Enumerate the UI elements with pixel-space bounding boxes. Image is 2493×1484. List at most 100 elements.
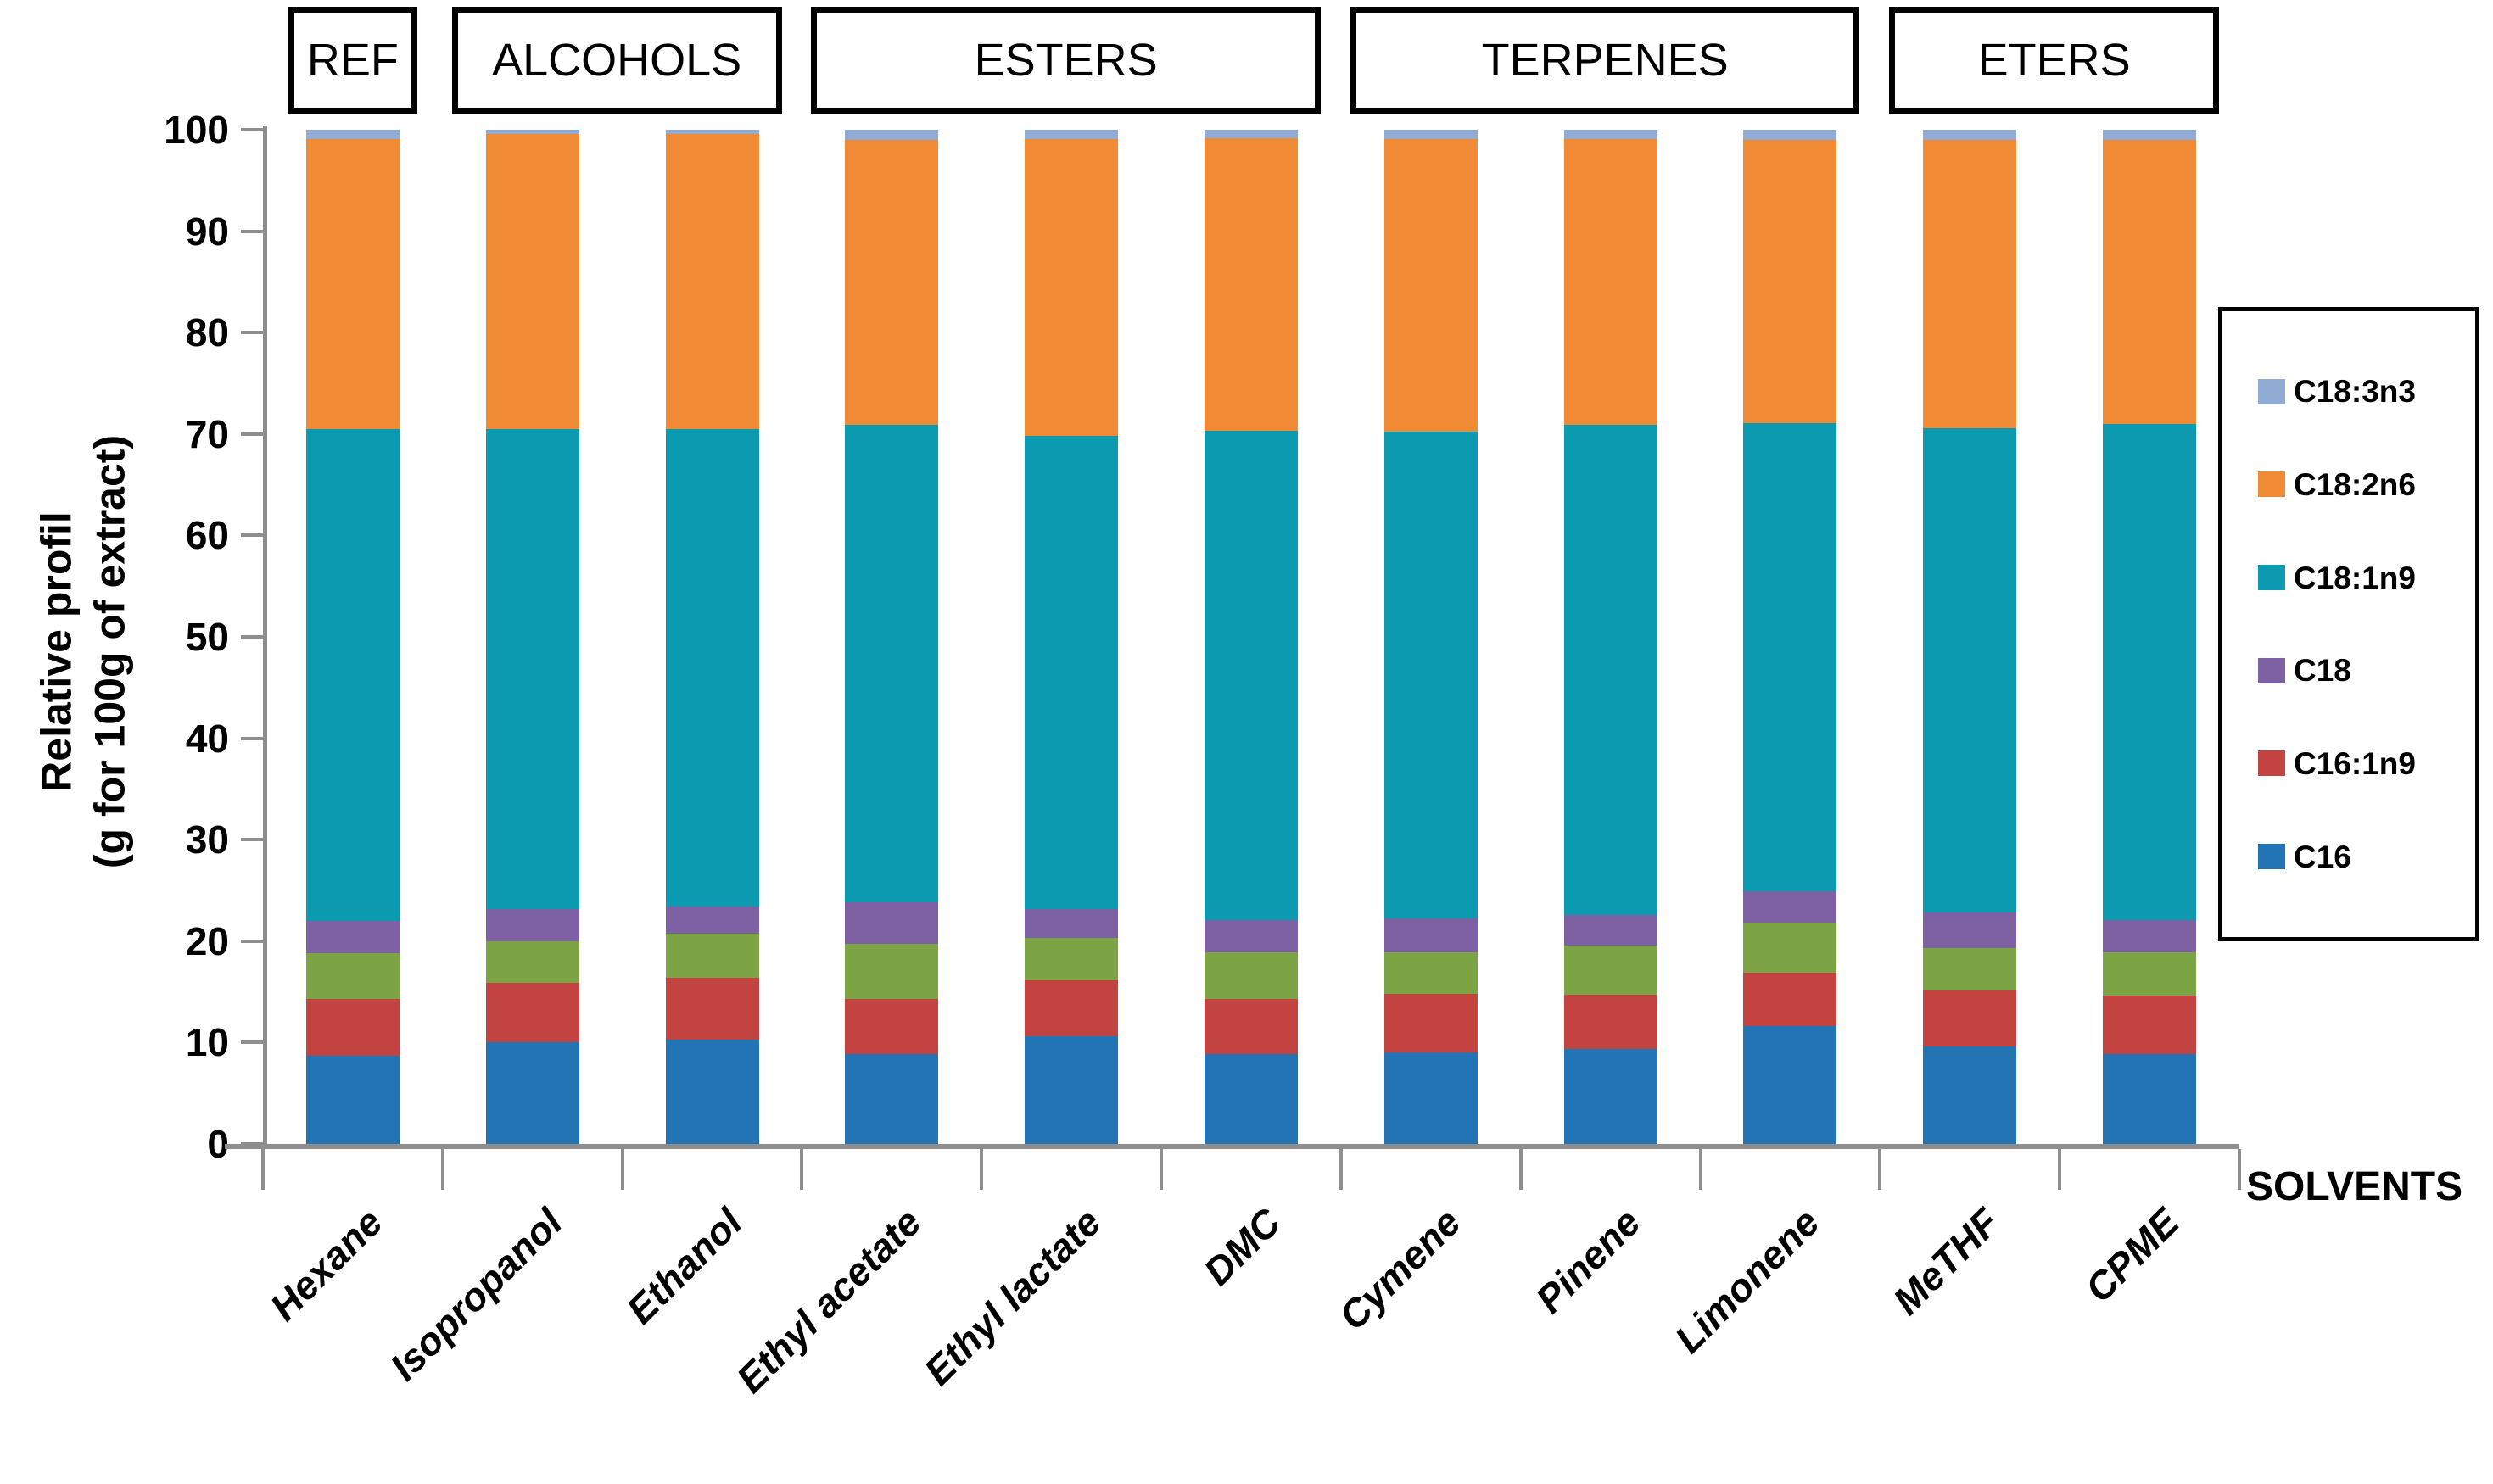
y-tick-label: 100 xyxy=(164,108,229,152)
bar-segment-unlabeled-green- xyxy=(305,953,400,999)
legend-item-c18-2n6: C18:2n6 xyxy=(2258,469,2475,500)
legend-label: C18 xyxy=(2294,653,2351,689)
bar-segment-c16 xyxy=(1563,1048,1657,1144)
bar-segment-c16-1n9 xyxy=(1383,993,1478,1053)
group-box-terpenes: TERPENES xyxy=(1350,7,1860,114)
y-tick-label: 80 xyxy=(185,310,229,355)
group-box-esters: ESTERS xyxy=(811,7,1321,114)
x-tick-mark xyxy=(620,1149,624,1190)
bar-segment-unlabeled-green- xyxy=(2103,951,2197,996)
y-tick-label: 0 xyxy=(207,1122,229,1166)
bar-segment-c18-2n6 xyxy=(1205,137,1298,432)
x-tick-mark xyxy=(1698,1149,1702,1190)
legend-item-c18: C18 xyxy=(2258,655,2475,686)
y-tick-label: 20 xyxy=(185,918,229,963)
y-tick-mark xyxy=(241,838,263,842)
x-tick-mark xyxy=(1339,1149,1343,1190)
bar-segment-c18-1n9 xyxy=(845,425,939,903)
bar-segment-c18-1n9 xyxy=(1205,431,1298,920)
y-tick-mark xyxy=(241,635,263,639)
y-tick-mark xyxy=(241,331,263,335)
legend-label: C18:1n9 xyxy=(2294,560,2416,595)
bar-segment-c16-1n9 xyxy=(665,977,759,1040)
y-tick-mark xyxy=(241,229,263,233)
x-tick-mark xyxy=(1518,1149,1523,1190)
bar-segment-c16 xyxy=(1383,1052,1478,1144)
bar-segment-c16-1n9 xyxy=(1743,972,1837,1027)
y-tick-mark xyxy=(241,432,263,436)
bar-segment-c18-3n3 xyxy=(1025,130,1119,139)
y-tick-label: 90 xyxy=(185,209,229,254)
bar-segment-c18-2n6 xyxy=(485,133,579,429)
y-tick-mark xyxy=(241,736,263,740)
bar-segment-unlabeled-green- xyxy=(1383,951,1478,994)
legend-item-c16-1n9: C16:1n9 xyxy=(2258,748,2475,779)
bar-segment-c18 xyxy=(1923,912,2017,949)
legend-item-c18-3n3: C18:3n3 xyxy=(2258,376,2475,407)
legend-label: C18:3n3 xyxy=(2294,374,2416,410)
bar-segment-c18-2n6 xyxy=(1025,138,1119,437)
y-tick-label: 60 xyxy=(185,513,229,558)
x-tick-mark xyxy=(1160,1149,1164,1190)
y-tick-mark xyxy=(241,939,263,943)
bar-segment-c18 xyxy=(1383,918,1478,952)
bar-segment-c16-1n9 xyxy=(1205,998,1298,1054)
bar-segment-c16 xyxy=(665,1039,759,1144)
bar-segment-c18-3n3 xyxy=(1743,130,1837,140)
bar-segment-c18-3n3 xyxy=(845,130,939,140)
bar-segment-c16-1n9 xyxy=(845,998,939,1054)
x-axis-title: SOLVENTS xyxy=(2246,1164,2463,1209)
legend-swatch xyxy=(2258,750,2285,777)
legend-swatch xyxy=(2258,657,2285,683)
bar-segment-c16-1n9 xyxy=(305,998,400,1056)
bar-segment-c18-2n6 xyxy=(1383,138,1478,432)
bar-segment-unlabeled-green- xyxy=(1025,938,1119,981)
y-tick-label: 70 xyxy=(185,411,229,456)
bar-segment-c18-1n9 xyxy=(665,428,759,907)
bar-segment-c16 xyxy=(845,1053,939,1144)
bar-segment-c16 xyxy=(1743,1026,1837,1144)
bar-segment-c18-3n3 xyxy=(1563,130,1657,139)
x-tick-mark xyxy=(440,1149,444,1190)
bar-segment-c18-2n6 xyxy=(1563,138,1657,426)
legend-label: C16 xyxy=(2294,839,2351,874)
bar-segment-c18-2n6 xyxy=(1743,139,1837,423)
y-tick-label: 10 xyxy=(185,1020,229,1065)
y-axis-line xyxy=(263,126,267,1144)
bar-segment-unlabeled-green- xyxy=(665,934,759,978)
bar-segment-c16 xyxy=(1923,1046,2017,1144)
bar-segment-c16-1n9 xyxy=(1923,990,2017,1047)
legend-swatch xyxy=(2258,565,2285,591)
bar-segment-c16-1n9 xyxy=(485,982,579,1043)
bar-segment-unlabeled-green- xyxy=(1923,948,2017,991)
bar-segment-c18 xyxy=(1205,919,1298,952)
y-tick-mark xyxy=(241,533,263,538)
legend-item-c18-1n9: C18:1n9 xyxy=(2258,562,2475,594)
bar-segment-c16 xyxy=(1025,1036,1119,1144)
bar-segment-c18-2n6 xyxy=(845,139,939,426)
y-tick-label: 40 xyxy=(185,716,229,761)
bar-segment-c18 xyxy=(305,920,400,954)
bar-segment-c18 xyxy=(665,907,759,934)
bar-segment-c18 xyxy=(1743,891,1837,923)
x-tick-mark xyxy=(2238,1149,2241,1190)
bar-segment-c18-3n3 xyxy=(1205,130,1298,138)
x-tick-mark xyxy=(1878,1149,1882,1190)
x-axis-line xyxy=(225,1144,2239,1149)
legend-label: C18:2n6 xyxy=(2294,466,2416,502)
bar-segment-c18-1n9 xyxy=(1383,432,1478,919)
legend-label: C16:1n9 xyxy=(2294,745,2416,781)
y-tick-label: 50 xyxy=(185,615,229,659)
y-tick-label: 30 xyxy=(185,817,229,862)
bar-segment-c16-1n9 xyxy=(1025,980,1119,1037)
legend-swatch xyxy=(2258,471,2285,498)
bar-segment-c18-2n6 xyxy=(1923,139,2017,428)
x-tick-mark xyxy=(980,1149,984,1190)
legend-swatch xyxy=(2258,844,2285,870)
x-tick-mark xyxy=(800,1149,804,1190)
bar-segment-c18-2n6 xyxy=(2103,139,2197,424)
bar-segment-c18-1n9 xyxy=(1923,427,2017,913)
bar-segment-c16-1n9 xyxy=(1563,995,1657,1049)
bar-segment-c18-1n9 xyxy=(1025,436,1119,909)
